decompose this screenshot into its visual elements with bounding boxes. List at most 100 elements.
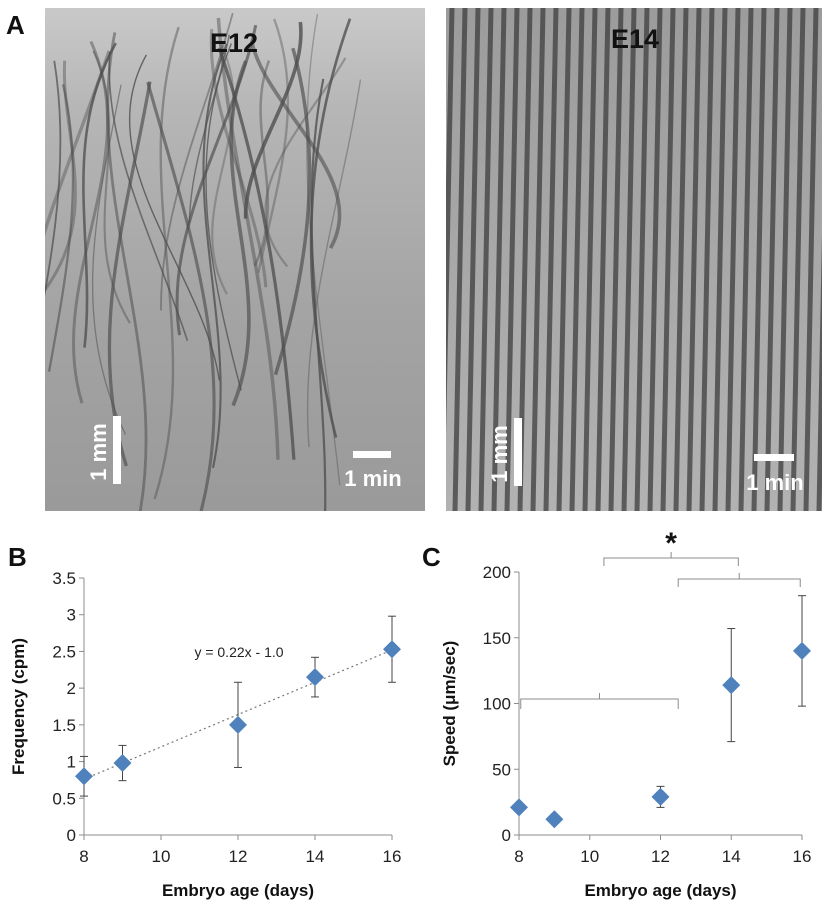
data-point-marker bbox=[722, 676, 741, 695]
x-tick-label: 8 bbox=[79, 847, 88, 866]
scale-label-horizontal-e12: 1 min bbox=[344, 466, 401, 491]
kymograph-streak bbox=[146, 81, 216, 511]
scale-label-vertical-e12: 1 mm bbox=[86, 423, 111, 480]
data-point-marker bbox=[113, 754, 132, 773]
data-point-marker bbox=[793, 641, 811, 660]
data-point-marker bbox=[545, 810, 564, 829]
kymograph-stripe bbox=[803, 8, 819, 511]
kymograph-stripe bbox=[465, 8, 481, 511]
trendline-equation: y = 0.22x - 1.0 bbox=[194, 644, 283, 660]
kymograph-stripe bbox=[543, 8, 559, 511]
scale-label-vertical-e14: 1 mm bbox=[487, 425, 512, 482]
kymograph-streak bbox=[92, 84, 127, 435]
kymograph-stripe bbox=[446, 8, 455, 436]
kymograph-stripe bbox=[452, 8, 468, 511]
kymograph-streak bbox=[250, 42, 342, 250]
kymograph-stripe bbox=[660, 8, 676, 511]
kymograph-streak bbox=[45, 50, 111, 237]
data-point-marker bbox=[651, 787, 670, 806]
y-axis-title: Frequency (cpm) bbox=[9, 638, 28, 775]
kymograph-streak bbox=[211, 39, 235, 295]
kymograph-streak bbox=[209, 29, 268, 288]
kymograph-streak bbox=[188, 34, 230, 224]
x-tick-label: 14 bbox=[722, 847, 741, 866]
kymograph-streak bbox=[257, 18, 290, 274]
data-point-marker bbox=[383, 640, 401, 659]
kymograph-streak bbox=[72, 40, 109, 404]
y-tick-label: 1.5 bbox=[52, 716, 76, 735]
kymograph-streak bbox=[253, 60, 271, 267]
kymograph-stripe bbox=[777, 8, 793, 511]
kymograph-stripe bbox=[764, 8, 780, 511]
kymograph-stripe bbox=[751, 8, 767, 511]
data-point-marker bbox=[75, 767, 93, 786]
y-tick-label: 0 bbox=[502, 826, 511, 845]
comparison-bracket bbox=[603, 552, 739, 566]
kymograph-stripe bbox=[816, 234, 822, 511]
kymograph-stripe bbox=[738, 8, 754, 511]
kymograph-stripe bbox=[530, 8, 546, 511]
panel-letter-c: C bbox=[422, 542, 441, 572]
y-tick-label: 0.5 bbox=[52, 789, 76, 808]
kymograph-e14: E14 1 mm 1 min bbox=[446, 8, 822, 511]
y-tick-label: 200 bbox=[483, 563, 511, 582]
comparison-bracket bbox=[677, 573, 801, 587]
kymograph-streak bbox=[82, 42, 117, 348]
chart-b: 0 0.5 1 1.5 2 2.5 3 3.5 8 10 12 14 16 Embryo age (day… bbox=[9, 569, 401, 900]
kymograph-streak bbox=[273, 47, 312, 376]
y-tick-label: 2 bbox=[67, 679, 76, 698]
y-tick-label: 3.5 bbox=[52, 569, 76, 588]
kymograph-stripe bbox=[686, 8, 702, 511]
scale-bar-vertical-e12 bbox=[113, 416, 121, 484]
kymograph-stripe bbox=[556, 8, 572, 511]
kymograph-streak bbox=[153, 26, 180, 500]
kymograph-label-e14: E14 bbox=[611, 24, 659, 54]
kymograph-stripe bbox=[621, 8, 637, 511]
kymograph-streak bbox=[128, 54, 221, 381]
x-tick-label: 8 bbox=[514, 847, 523, 866]
kymograph-stripe bbox=[608, 8, 624, 511]
scale-bar-vertical-e14 bbox=[514, 418, 522, 486]
kymograph-stripe bbox=[491, 8, 507, 511]
x-tick-label: 16 bbox=[793, 847, 812, 866]
kymograph-streak bbox=[243, 21, 303, 219]
kymograph-streak bbox=[309, 18, 352, 438]
kymograph-stripe bbox=[569, 8, 585, 511]
y-tick-label: 50 bbox=[492, 760, 511, 779]
scale-bar-horizontal-e14 bbox=[754, 454, 794, 461]
kymograph-stripe bbox=[634, 8, 650, 511]
kymograph-streak bbox=[306, 79, 362, 448]
data-point-marker bbox=[306, 668, 324, 687]
kymograph-streak bbox=[108, 51, 189, 342]
x-tick-label: 12 bbox=[229, 847, 248, 866]
kymograph-stripe bbox=[673, 8, 689, 511]
chart-c: 0 50 100 150 200 8 10 12 14 16 Embryo age (days) Sp… bbox=[440, 527, 811, 900]
kymograph-stripe bbox=[595, 8, 611, 511]
y-axis-title: Speed (μm/sec) bbox=[440, 641, 459, 767]
significance-star: * bbox=[665, 527, 677, 560]
y-tick-label: 150 bbox=[483, 629, 511, 648]
trendline bbox=[83, 649, 393, 780]
x-tick-label: 10 bbox=[152, 847, 171, 866]
kymograph-streak bbox=[45, 60, 77, 293]
kymograph-streak bbox=[229, 60, 251, 407]
kymograph-stripe bbox=[504, 8, 520, 511]
kymograph-streak bbox=[264, 57, 347, 268]
x-tick-label: 16 bbox=[383, 847, 402, 866]
kymograph-e12: E12 1 mm 1 min bbox=[45, 8, 425, 511]
x-axis-title: Embryo age (days) bbox=[584, 881, 736, 900]
data-point-marker bbox=[510, 798, 528, 817]
kymograph-stripe bbox=[712, 8, 728, 511]
y-tick-label: 1 bbox=[67, 753, 76, 772]
x-tick-label: 14 bbox=[306, 847, 325, 866]
kymograph-label-e12: E12 bbox=[210, 28, 258, 58]
x-tick-label: 10 bbox=[580, 847, 599, 866]
kymograph-stripe bbox=[647, 8, 663, 511]
data-point-marker bbox=[229, 715, 247, 734]
y-tick-label: 0 bbox=[67, 826, 76, 845]
kymograph-stripe bbox=[725, 8, 741, 511]
kymograph-stripe bbox=[699, 8, 715, 511]
x-axis-title: Embryo age (days) bbox=[162, 881, 314, 900]
kymograph-stripe bbox=[478, 8, 494, 511]
